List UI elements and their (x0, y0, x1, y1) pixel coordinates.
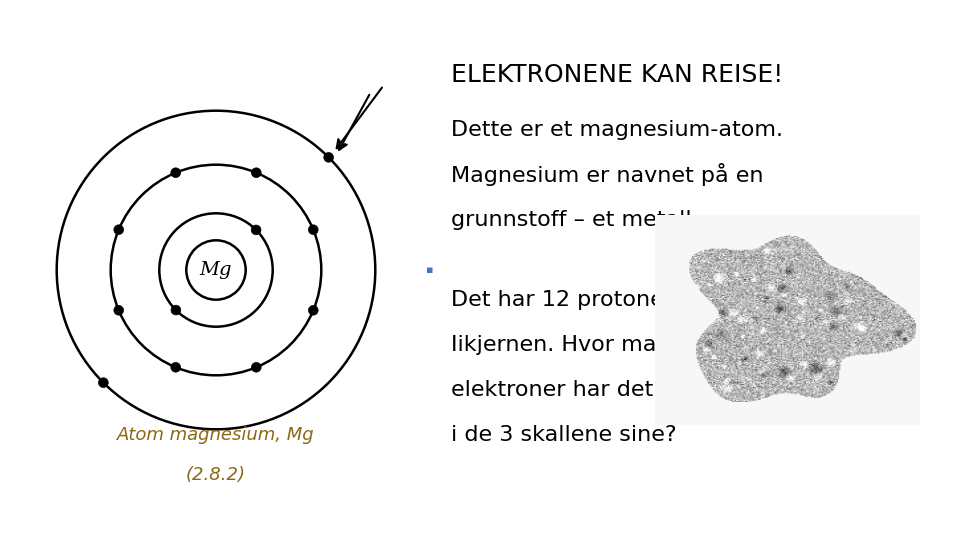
Circle shape (308, 306, 318, 315)
Circle shape (252, 362, 261, 372)
Circle shape (99, 378, 108, 388)
Circle shape (171, 168, 180, 178)
Text: (2.8.2): (2.8.2) (186, 466, 246, 484)
Circle shape (252, 225, 261, 235)
Circle shape (171, 305, 180, 315)
Text: grunnstoff – et metall.: grunnstoff – et metall. (451, 210, 699, 230)
Circle shape (186, 240, 246, 300)
Text: Magnesium er navnet på en: Magnesium er navnet på en (451, 164, 764, 186)
Text: Det har 12 protoner: Det har 12 protoner (451, 290, 673, 310)
Circle shape (171, 362, 180, 372)
Circle shape (324, 152, 333, 162)
Text: i de 3 skallene sine?: i de 3 skallene sine? (451, 425, 677, 445)
Circle shape (308, 225, 318, 234)
Text: ▪: ▪ (426, 265, 434, 275)
Text: Dette er et magnesium-atom.: Dette er et magnesium-atom. (451, 120, 783, 140)
Circle shape (252, 168, 261, 178)
Text: Iikjernen. Hvor mange: Iikjernen. Hvor mange (451, 335, 699, 355)
Text: elektroner har det: elektroner har det (451, 380, 654, 400)
Circle shape (114, 306, 124, 315)
Text: Atom magnesium, Mg: Atom magnesium, Mg (117, 426, 315, 444)
Text: Mg: Mg (200, 261, 232, 279)
Circle shape (114, 225, 124, 234)
Text: ELEKTRONENE KAN REISE!: ELEKTRONENE KAN REISE! (451, 63, 783, 87)
